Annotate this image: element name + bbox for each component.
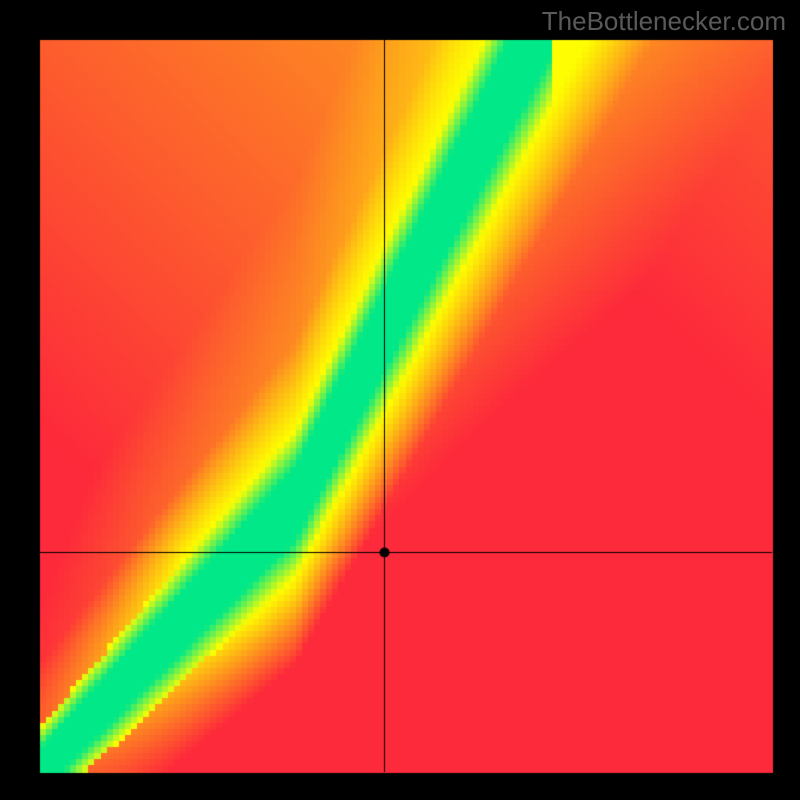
watermark-text: TheBottlenecker.com xyxy=(542,6,786,37)
heatmap-canvas xyxy=(0,0,800,800)
chart-root: TheBottlenecker.com xyxy=(0,0,800,800)
